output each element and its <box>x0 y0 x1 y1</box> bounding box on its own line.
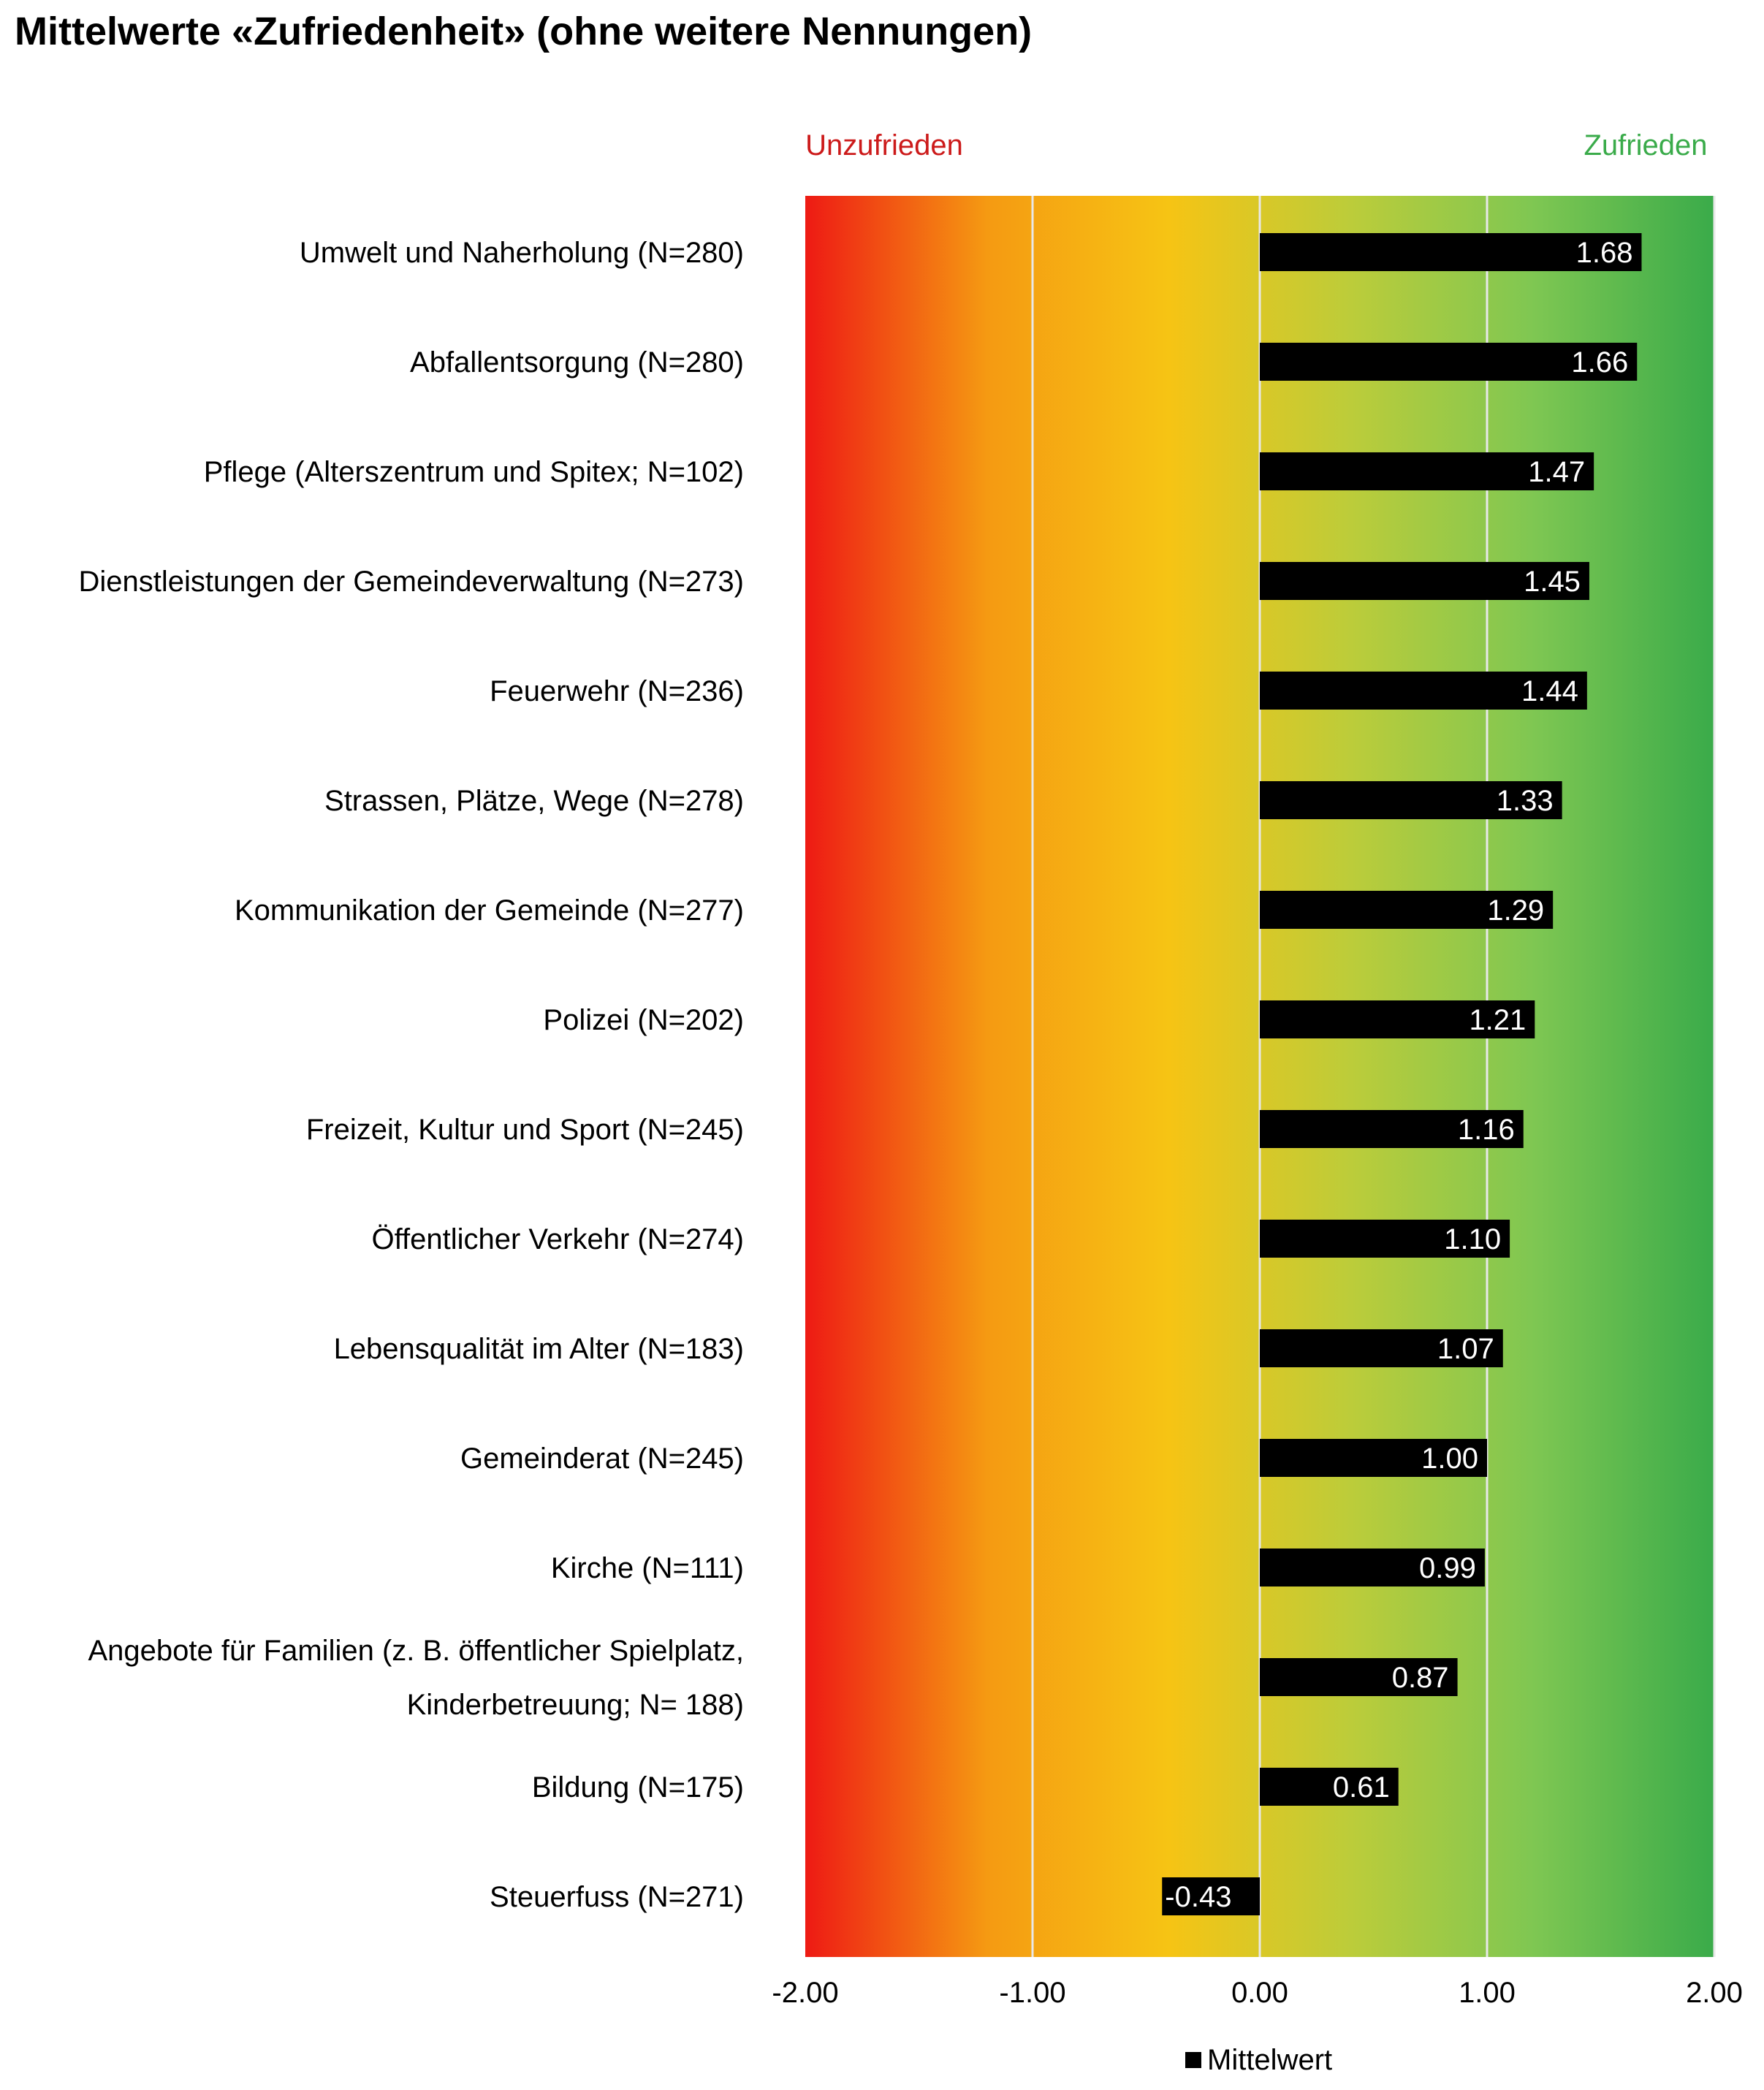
bar <box>1260 233 1642 271</box>
bars <box>1162 233 1642 1915</box>
legend-label: Mittelwert <box>1207 2044 1332 2076</box>
data-label: 1.45 <box>1524 566 1581 598</box>
x-tick-labels: -2.00 -1.00 0.00 1.00 2.00 <box>772 1977 1743 2009</box>
bar <box>1260 343 1638 381</box>
data-label: 1.47 <box>1528 456 1585 488</box>
legend-swatch <box>1185 2052 1201 2068</box>
bar <box>1260 1768 1399 1806</box>
bar <box>1260 672 1587 710</box>
bar <box>1260 1658 1458 1696</box>
bar <box>1260 1329 1503 1367</box>
bar <box>1260 1220 1510 1258</box>
data-label: 0.61 <box>1333 1771 1390 1804</box>
pole-label-left: Unzufrieden <box>805 129 963 162</box>
bar <box>1260 1110 1524 1148</box>
category-label: Steuerfuss (N=271) <box>490 1881 744 1913</box>
bar <box>1260 781 1562 819</box>
data-label: 1.07 <box>1437 1333 1494 1365</box>
category-label: Kommunikation der Gemeinde (N=277) <box>235 894 744 927</box>
bar <box>1260 1000 1535 1038</box>
data-label: 0.99 <box>1419 1552 1476 1584</box>
category-label: Abfallentsorgung (N=280) <box>410 346 744 379</box>
x-tick-label: -2.00 <box>772 1977 838 2009</box>
bar <box>1260 891 1554 929</box>
category-label: Lebensqualität im Alter (N=183) <box>334 1333 744 1365</box>
category-label: Dienstleistungen der Gemeindeverwaltung … <box>78 566 744 598</box>
category-label: Freizeit, Kultur und Sport (N=245) <box>306 1114 744 1146</box>
x-tick-label: 2.00 <box>1686 1977 1743 2009</box>
category-labels: Umwelt und Naherholung (N=280) Abfallents… <box>78 237 744 1913</box>
bar <box>1260 452 1594 490</box>
category-label: Strassen, Plätze, Wege (N=278) <box>324 785 744 817</box>
data-label: 1.66 <box>1571 346 1628 379</box>
category-label: Kirche (N=111) <box>551 1552 744 1584</box>
data-label: 1.29 <box>1487 894 1544 927</box>
bar <box>1260 1548 1485 1586</box>
bar <box>1260 562 1589 600</box>
data-label: 1.68 <box>1576 237 1633 269</box>
x-tick-label: 0.00 <box>1231 1977 1288 2009</box>
pole-label-right: Zufrieden <box>1584 129 1708 162</box>
category-label: Polizei (N=202) <box>543 1004 744 1036</box>
data-label: 1.21 <box>1469 1004 1526 1036</box>
category-label: Öffentlicher Verkehr (N=274) <box>371 1223 744 1255</box>
category-label: Gemeinderat (N=245) <box>460 1443 744 1475</box>
x-tick-label: -1.00 <box>999 1977 1065 2009</box>
chart-title: Mittelwerte «Zufriedenheit» (ohne weiter… <box>15 10 1033 53</box>
bar <box>1162 1877 1260 1915</box>
category-label: Angebote für Familien (z. B. öffentliche… <box>88 1635 745 1721</box>
data-label: 1.33 <box>1497 785 1554 817</box>
data-label: 1.00 <box>1421 1443 1478 1475</box>
value-labels: 1.68 1.66 1.47 1.45 1.44 1.33 1.29 1.21 1.16 1.10… <box>1165 237 1632 1913</box>
category-label: Feuerwehr (N=236) <box>490 675 744 707</box>
category-label: Pflege (Alterszentrum und Spitex; N=102) <box>204 456 744 488</box>
x-tick-label: 1.00 <box>1459 1977 1516 2009</box>
data-label: 1.16 <box>1458 1114 1515 1146</box>
legend: Mittelwert <box>1185 2044 1332 2076</box>
bar <box>1260 1439 1487 1477</box>
data-label: 1.10 <box>1444 1223 1501 1255</box>
data-label: 1.44 <box>1521 675 1578 707</box>
data-label: 0.87 <box>1392 1662 1449 1694</box>
category-label: Umwelt und Naherholung (N=280) <box>300 237 744 269</box>
data-label: -0.43 <box>1165 1881 1231 1913</box>
category-label: Bildung (N=175) <box>532 1771 744 1804</box>
